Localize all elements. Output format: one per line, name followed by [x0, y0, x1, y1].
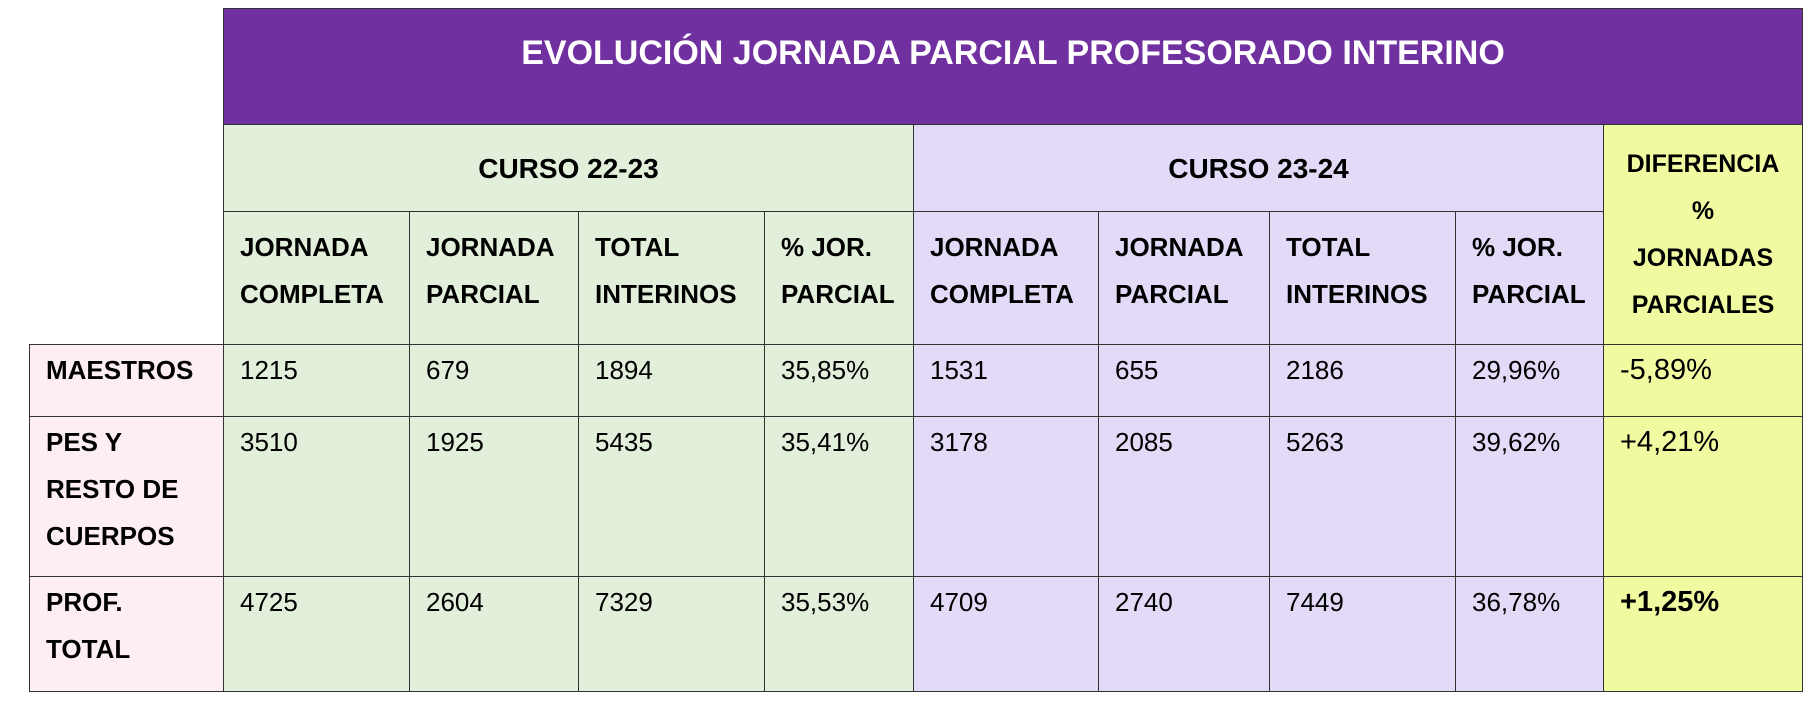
value-cell: 2186 — [1269, 344, 1456, 417]
value-cell: 7449 — [1269, 576, 1456, 692]
difference-header: DIFERENCIA % JORNADAS PARCIALES — [1603, 124, 1803, 345]
value-cell: 1215 — [223, 344, 410, 417]
group-header: CURSO 22-23 — [223, 124, 914, 212]
value-cell: 4709 — [913, 576, 1099, 692]
row-header: PROF. TOTAL — [29, 576, 224, 692]
column-header: JORNADA COMPLETA — [913, 211, 1099, 345]
value-cell: 655 — [1098, 344, 1270, 417]
difference-cell: +4,21% — [1603, 416, 1803, 577]
value-cell: 35,85% — [764, 344, 914, 417]
value-cell: 4725 — [223, 576, 410, 692]
value-cell: 1531 — [913, 344, 1099, 417]
value-cell: 2085 — [1098, 416, 1270, 577]
value-cell: 35,41% — [764, 416, 914, 577]
title: EVOLUCIÓN JORNADA PARCIAL PROFESORADO IN… — [223, 8, 1803, 125]
column-header: JORNADA PARCIAL — [409, 211, 579, 345]
value-cell: 3178 — [913, 416, 1099, 577]
difference-cell: -5,89% — [1603, 344, 1803, 417]
column-header: TOTAL INTERINOS — [578, 211, 765, 345]
value-cell: 36,78% — [1455, 576, 1604, 692]
value-cell: 39,62% — [1455, 416, 1604, 577]
column-header: % JOR. PARCIAL — [764, 211, 914, 345]
row-header: MAESTROS — [29, 344, 224, 417]
value-cell: 29,96% — [1455, 344, 1604, 417]
difference-cell: +1,25% — [1603, 576, 1803, 692]
column-header: % JOR. PARCIAL — [1455, 211, 1604, 345]
row-header: PES Y RESTO DE CUERPOS — [29, 416, 224, 577]
value-cell: 5435 — [578, 416, 765, 577]
column-header: JORNADA COMPLETA — [223, 211, 410, 345]
value-cell: 2604 — [409, 576, 579, 692]
value-cell: 2740 — [1098, 576, 1270, 692]
value-cell: 679 — [409, 344, 579, 417]
value-cell: 5263 — [1269, 416, 1456, 577]
value-cell: 1925 — [409, 416, 579, 577]
column-header: JORNADA PARCIAL — [1098, 211, 1270, 345]
value-cell: 7329 — [578, 576, 765, 692]
column-header: TOTAL INTERINOS — [1269, 211, 1456, 345]
value-cell: 1894 — [578, 344, 765, 417]
value-cell: 3510 — [223, 416, 410, 577]
group-header: CURSO 23-24 — [913, 124, 1604, 212]
value-cell: 35,53% — [764, 576, 914, 692]
